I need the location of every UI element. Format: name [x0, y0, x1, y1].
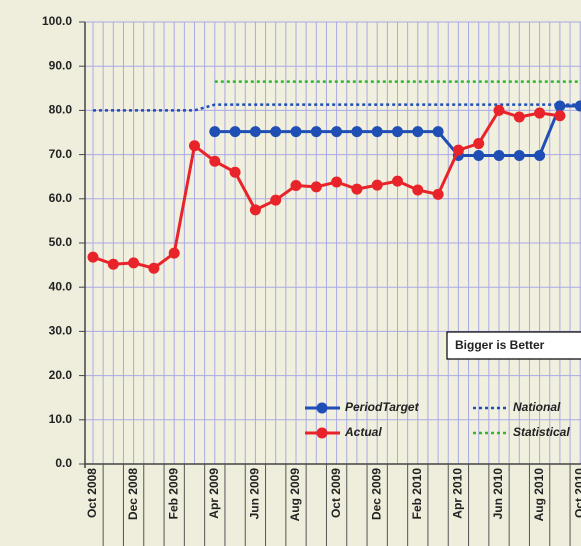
y-tick-label: 30.0: [49, 324, 73, 338]
point: [554, 100, 566, 112]
point: [452, 144, 464, 156]
point: [209, 126, 221, 138]
point: [412, 126, 424, 138]
point: [371, 179, 383, 191]
y-tick-label: 60.0: [49, 191, 73, 205]
annotation: Bigger is Better: [455, 338, 545, 352]
point: [412, 184, 424, 196]
point: [513, 111, 525, 123]
point: [371, 126, 383, 138]
x-tick-label: Jun 2010: [491, 468, 505, 520]
point: [392, 175, 403, 187]
point: [493, 104, 505, 116]
y-tick-label: 10.0: [49, 412, 73, 426]
marks: [87, 80, 581, 274]
point: [554, 110, 566, 122]
point: [270, 126, 282, 138]
point: [534, 149, 546, 161]
point: [331, 176, 343, 188]
point: [513, 149, 525, 161]
point: [87, 251, 99, 263]
point: [189, 140, 200, 152]
point: [128, 257, 140, 269]
legend-label: Actual: [344, 425, 382, 439]
point: [432, 188, 444, 200]
y-tick-label: 100.0: [42, 14, 72, 28]
x-tick-label: Dec 2008: [126, 468, 140, 520]
x-tick-label: Oct 2008: [85, 468, 99, 518]
point: [290, 180, 302, 192]
x-tick-label: Aug 2009: [288, 468, 302, 522]
point: [229, 126, 241, 138]
x-tick-label: Apr 2010: [451, 468, 465, 519]
point: [310, 126, 322, 138]
x-tick-label: Oct 2010: [572, 468, 581, 518]
legend-label: PeriodTarget: [345, 400, 420, 414]
point: [270, 194, 282, 206]
x-tick-label: Dec 2009: [369, 468, 383, 520]
point: [249, 204, 261, 216]
point: [310, 181, 322, 193]
annotation-box: [446, 331, 581, 360]
point: [209, 155, 221, 167]
point: [168, 247, 180, 259]
y-tick-label: 70.0: [49, 147, 73, 161]
y-tick-label: 50.0: [49, 235, 73, 249]
y-tick-label: 40.0: [49, 279, 73, 293]
x-tick-label: Feb 2010: [410, 468, 424, 520]
point: [473, 149, 485, 161]
point: [574, 100, 581, 112]
x-tick-label: Apr 2009: [207, 468, 221, 519]
point: [432, 126, 444, 138]
y-tick-label: 0.0: [55, 456, 72, 470]
point: [534, 107, 546, 119]
point: [351, 126, 363, 138]
y-tick-label: 90.0: [49, 58, 73, 72]
x-tick-label: Aug 2010: [532, 468, 546, 522]
point: [493, 149, 505, 161]
x-tick-label: Oct 2009: [329, 468, 343, 518]
point: [148, 262, 160, 274]
point: [473, 138, 485, 150]
point: [229, 166, 241, 178]
point: [392, 126, 403, 138]
point: [107, 258, 119, 270]
x-tick-label: Feb 2009: [166, 468, 180, 520]
y-tick-label: 80.0: [49, 103, 73, 117]
legend-marker: [316, 402, 328, 414]
point: [331, 126, 343, 138]
x-tick-label: Jun 2009: [248, 468, 262, 520]
legend-label: Statistical: [513, 425, 570, 439]
point: [249, 126, 261, 138]
legend-marker: [316, 427, 328, 439]
y-tick-label: 20.0: [49, 368, 73, 382]
point: [290, 126, 302, 138]
point: [351, 183, 363, 195]
legend-label: National: [513, 400, 561, 414]
